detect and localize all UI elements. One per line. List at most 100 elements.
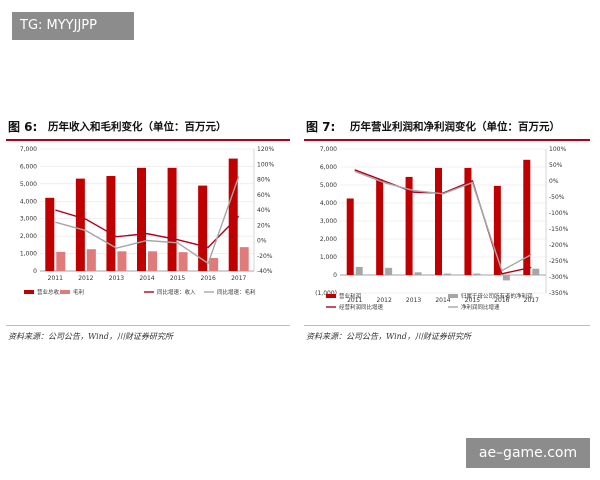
bar: [75, 178, 85, 271]
left-tick-label: 2,000: [20, 233, 37, 240]
figure-7-number: 图 7:: [306, 120, 336, 134]
right-tick-label: -200%: [549, 242, 569, 249]
legend-label: 同比增速：收入: [157, 288, 196, 296]
right-tick-label: -50%: [549, 194, 565, 201]
right-tick-label: -300%: [549, 274, 569, 281]
figure-7-title-row: 图 7: 历年营业利润和净利润变化（单位：百万元）: [304, 113, 590, 141]
bar: [198, 185, 208, 271]
right-tick-label: 40%: [257, 207, 271, 214]
right-tick-label: -350%: [549, 290, 569, 297]
right-tick-label: -100%: [549, 210, 569, 217]
category-label: 2015: [170, 275, 185, 282]
category-label: 2016: [201, 275, 216, 282]
figure-7-source-rule: [304, 325, 590, 326]
figure-6-chart: 0 1,000 2,000 3,000 4,000 5,000 6,000 7,000 -40%…: [20, 146, 275, 296]
bar: [346, 198, 354, 275]
bar: [148, 251, 157, 271]
figure-6-title: 历年收入和毛利变化（单位：百万元）: [48, 121, 227, 133]
left-tick-label: 5,000: [320, 182, 337, 189]
legend-label: 营业总收入: [37, 288, 65, 296]
category-label: 2012: [78, 275, 93, 282]
bar: [355, 266, 363, 275]
bar: [464, 167, 472, 275]
figure-6-source-rule: [6, 325, 290, 326]
bar: [228, 158, 238, 271]
right-tick-label: 0%: [549, 178, 559, 185]
left-tick-label: 0: [33, 268, 37, 275]
bar: [532, 268, 540, 275]
right-tick-label: 0%: [257, 238, 267, 245]
figure-7-title: 历年营业利润和净利润变化（单位：百万元）: [350, 121, 560, 133]
right-tick-label: 120%: [257, 146, 274, 153]
category-label: 2015: [465, 297, 480, 304]
left-tick-label: (1,000): [315, 290, 337, 297]
bar: [56, 251, 66, 271]
category-label: 2013: [109, 275, 124, 282]
bar: [137, 167, 146, 271]
bar: [385, 267, 393, 275]
bar: [167, 167, 177, 271]
legend-label: 营业利润: [339, 292, 362, 300]
left-tick-label: 6,000: [20, 163, 37, 170]
right-tick-label: 20%: [257, 222, 271, 229]
legend-label: 经营利润同比增速: [339, 303, 384, 311]
bar: [239, 247, 249, 271]
bar: [444, 273, 451, 275]
left-tick-label: 4,000: [320, 200, 337, 207]
figure-7-chart: (1,000) 0 1,000 2,000 3,000 4,000 5,000 6,000 7,…: [315, 146, 569, 311]
category-label: 2012: [377, 297, 392, 304]
figure-6-number: 图 6:: [8, 120, 38, 134]
legend-label: 净利润同比增速: [461, 303, 500, 311]
left-tick-label: 1,000: [20, 251, 37, 258]
category-label: 2011: [347, 297, 362, 304]
bar: [178, 252, 188, 271]
figure-6-source: 资料来源：公司公告，Wind，川财证券研究所: [8, 332, 173, 341]
bar: [414, 272, 422, 275]
right-tick-label: 100%: [549, 146, 566, 153]
figure-6: 图 6: 历年收入和毛利变化（单位：百万元） 0 1,000 2,000 3,000 4…: [6, 113, 290, 345]
watermark-bottom: ae–game.com: [466, 438, 590, 468]
category-label: 2017: [231, 275, 246, 282]
left-tick-label: 5,000: [20, 181, 37, 188]
left-tick-label: 3,000: [20, 216, 37, 223]
figure-6-title-row: 图 6: 历年收入和毛利变化（单位：百万元）: [6, 113, 290, 141]
right-tick-label: 60%: [257, 192, 271, 199]
bar: [523, 159, 531, 275]
bar: [473, 273, 481, 275]
legend-swatch: [448, 294, 458, 298]
category-label: 2013: [406, 297, 421, 304]
right-tick-label: 100%: [257, 161, 274, 168]
bar: [493, 185, 501, 275]
watermark-top: TG: MYYJJPP: [12, 12, 134, 40]
left-tick-label: 7,000: [20, 146, 37, 153]
figure-7-source: 资料来源：公司公告，Wind，川财证券研究所: [306, 332, 471, 341]
left-tick-label: 3,000: [320, 218, 337, 225]
left-tick-label: 2,000: [320, 236, 337, 243]
left-tick-label: 4,000: [20, 198, 37, 205]
bar: [45, 197, 55, 271]
bar: [376, 179, 384, 275]
bar: [435, 167, 442, 275]
bar: [405, 176, 413, 275]
series-line: [55, 176, 240, 265]
bar: [502, 275, 510, 281]
category-label: 2014: [435, 297, 450, 304]
right-tick-label: -20%: [257, 253, 273, 260]
category-label: 2016: [494, 297, 509, 304]
legend-swatch: [24, 290, 34, 294]
left-tick-label: 0: [333, 272, 337, 279]
category-label: 2011: [48, 275, 63, 282]
series-line: [55, 209, 240, 249]
series-line: [354, 170, 532, 272]
right-tick-label: -250%: [549, 258, 569, 265]
left-tick-label: 7,000: [320, 146, 337, 153]
left-tick-label: 1,000: [320, 254, 337, 261]
left-tick-label: 6,000: [320, 164, 337, 171]
category-label: 2014: [139, 275, 154, 282]
right-tick-label: 80%: [257, 177, 271, 184]
figure-7: 图 7: 历年营业利润和净利润变化（单位：百万元） (1,000) 0 1,000 2…: [304, 113, 590, 345]
legend-label: 毛利: [73, 288, 84, 296]
right-tick-label: -40%: [257, 268, 273, 275]
bar: [86, 249, 96, 271]
legend-label: 归属于母公司所有者的净利润: [461, 292, 533, 300]
